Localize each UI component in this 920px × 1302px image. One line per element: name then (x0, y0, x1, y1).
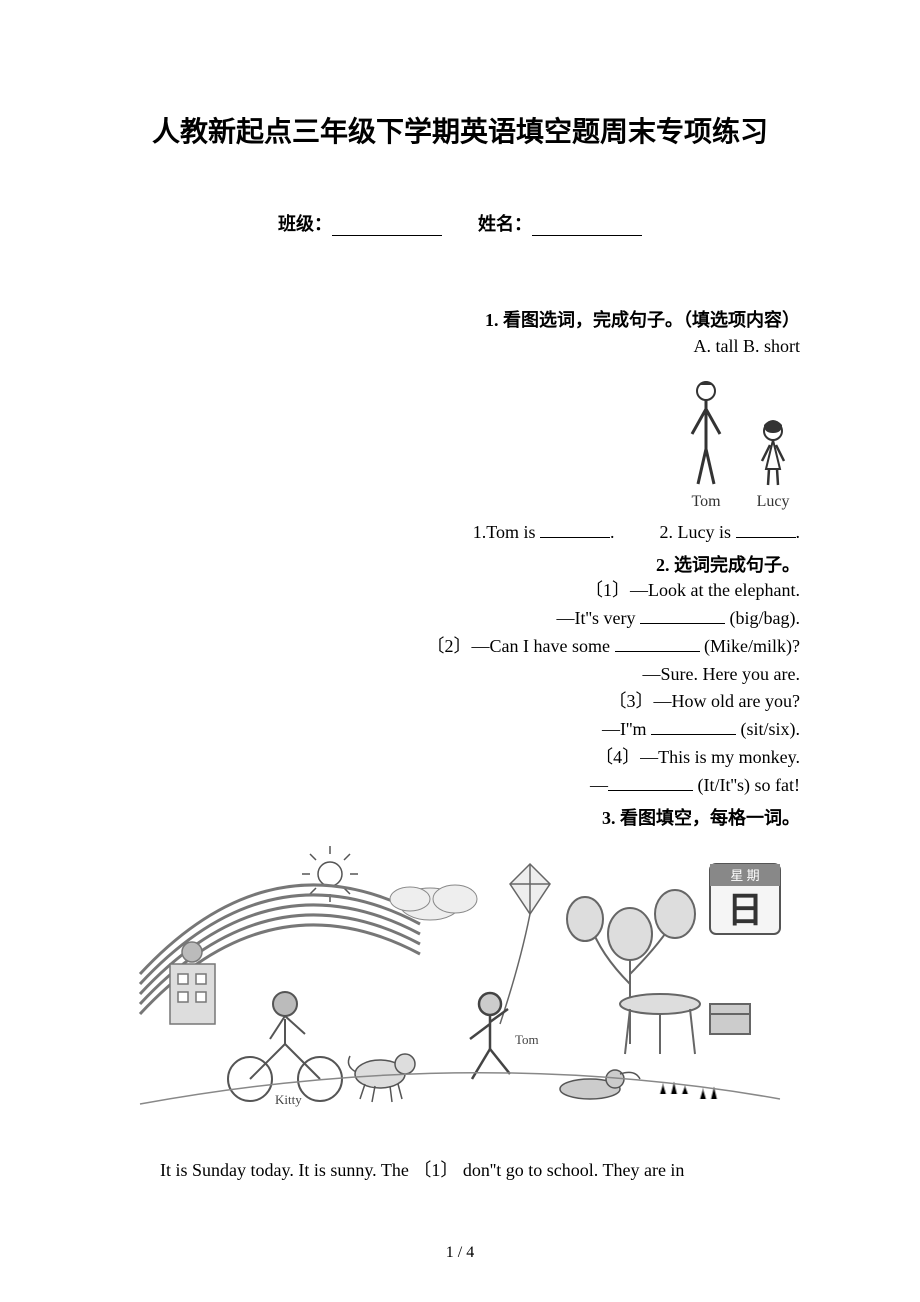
tom-caption: Tom (691, 493, 720, 511)
q1-options: A. tall B. short (120, 336, 800, 357)
q1-s1a: 1.Tom is (473, 522, 540, 542)
q2-l4b: — (It/It''s) so fat! (120, 772, 800, 800)
name-label: 姓名： (478, 214, 532, 234)
q1-s2b: . (796, 522, 801, 542)
class-label: 班级： (278, 214, 332, 234)
calendar-day-text: 日 (727, 890, 763, 930)
q2-l1b-pre: —It''s very (557, 608, 640, 628)
q3-paragraph: It is Sunday today. It is sunny. The 〔1〕… (124, 1154, 796, 1186)
q2-l3b-pre: —I''m (602, 719, 651, 739)
q2-blank4[interactable] (608, 777, 693, 791)
q1-s2a: 2. Lucy is (660, 522, 736, 542)
q2-l2a-post: (Mike/milk)? (700, 636, 800, 656)
q1-blank2[interactable] (736, 524, 796, 538)
q2-l1b-post: (big/bag). (725, 608, 800, 628)
lucy-figure: Lucy (756, 419, 790, 511)
q2-l2a-pre: 〔2〕—Can I have some (427, 636, 615, 656)
q2-header: 2. 选词完成句子。 (120, 551, 800, 577)
q1-s1b: . (610, 522, 615, 542)
name-blank[interactable] (532, 218, 642, 236)
q2-l1b: —It''s very (big/bag). (120, 605, 800, 633)
form-line: 班级： 姓名： (120, 210, 800, 236)
q1-blank1[interactable] (540, 524, 610, 538)
q1-figure: Tom Lucy (120, 371, 800, 511)
q3-figure: 星 期 日 (120, 844, 800, 1124)
q1-header: 1. 看图选词，完成句子。（填选项内容） (120, 306, 800, 332)
class-blank[interactable] (332, 218, 442, 236)
q2-l4a: 〔4〕—This is my monkey. (120, 744, 800, 772)
q2-l2b: —Sure. Here you are. (120, 661, 800, 689)
q2-blank1[interactable] (640, 610, 725, 624)
q2-l3b-post: (sit/six). (736, 719, 800, 739)
q2-l1a: 〔1〕—Look at the elephant. (120, 577, 800, 605)
q2-blank2[interactable] (615, 638, 700, 652)
calendar-top-text: 星 期 (730, 868, 759, 883)
lucy-caption: Lucy (757, 493, 790, 511)
q2-l3b: —I''m (sit/six). (120, 716, 800, 744)
q2-l3a: 〔3〕—How old are you? (120, 688, 800, 716)
q3-header: 3. 看图填空，每格一词。 (120, 804, 800, 830)
q2-l4b-post: (It/It''s) so fat! (693, 775, 800, 795)
kitty-label: Kitty (275, 1092, 302, 1107)
q2-l4b-pre: — (590, 775, 608, 795)
q2-l2a: 〔2〕—Can I have some (Mike/milk)? (120, 633, 800, 661)
tom-figure: Tom (686, 379, 726, 511)
page-number: 1 / 4 (0, 1244, 920, 1262)
q1-sentences: 1.Tom is . 2. Lucy is . (120, 519, 800, 547)
tom-label-fig: Tom (515, 1032, 539, 1047)
page-title: 人教新起点三年级下学期英语填空题周末专项练习 (120, 110, 800, 150)
q2-blank3[interactable] (651, 721, 736, 735)
